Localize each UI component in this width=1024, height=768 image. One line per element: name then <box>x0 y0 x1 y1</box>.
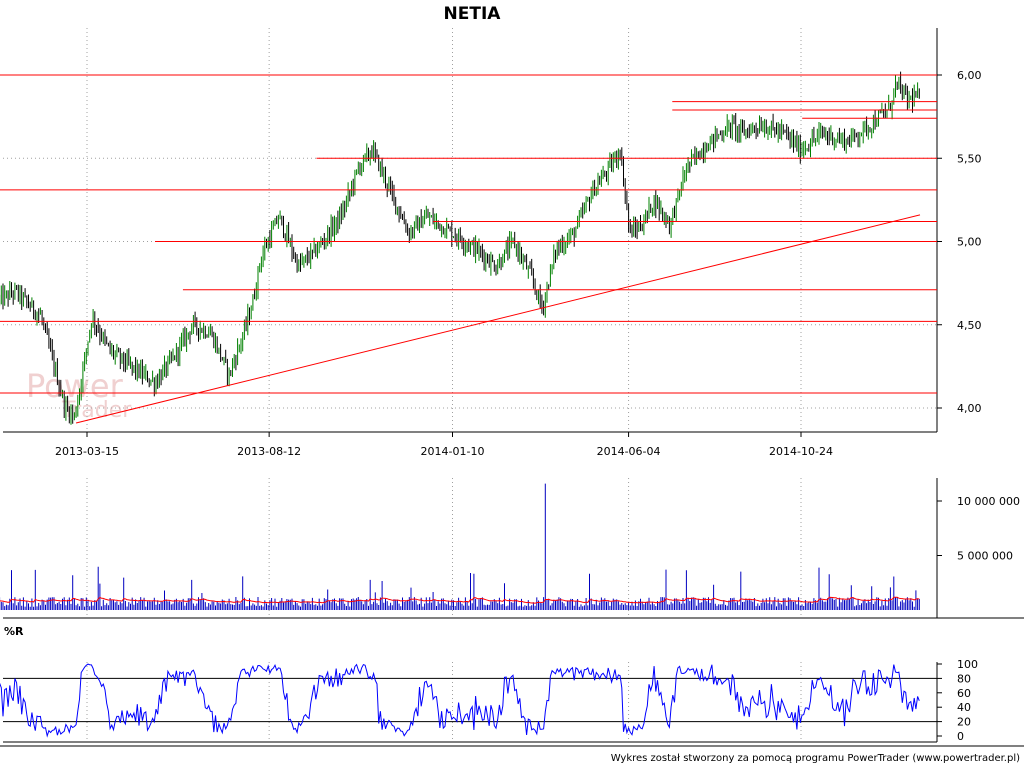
watermark-trader: Trader <box>61 398 132 423</box>
wr-tick-label: 80 <box>957 672 971 685</box>
trend-line <box>75 214 921 424</box>
x-tick-label: 2013-08-12 <box>237 445 301 458</box>
y-tick-label: 5,50 <box>957 152 982 165</box>
x-tick-label: 2014-01-10 <box>421 445 485 458</box>
footer-credit: Wykres został stworzony za pomocą progra… <box>611 753 1020 764</box>
support-resistance-lines <box>0 74 937 424</box>
y-tick-label: 4,50 <box>957 319 982 332</box>
volume-tick-label: 5 000 000 <box>957 550 1013 563</box>
wr-tick-label: 0 <box>957 730 964 743</box>
volume-tick-label: 10 000 000 <box>957 495 1020 508</box>
williams-r-panel <box>0 663 937 738</box>
price-panel <box>0 71 920 425</box>
wr-tick-label: 60 <box>957 687 971 700</box>
panel-frames <box>0 28 1024 747</box>
y-tick-label: 6,00 <box>957 69 982 82</box>
x-tick-label: 2014-06-04 <box>597 445 661 458</box>
volume-panel <box>0 483 920 610</box>
chart-title: NETIA <box>444 4 502 24</box>
axes: 2013-03-15 2013-08-12 2014-01-10 2014-06-04… <box>55 69 1020 743</box>
wr-tick-label: 100 <box>957 658 978 671</box>
price-candles-down <box>2 71 920 424</box>
y-tick-label: 4,00 <box>957 402 982 415</box>
grid <box>3 28 937 742</box>
watermark: Power Trader <box>26 367 132 423</box>
x-tick-label: 2013-03-15 <box>55 445 119 458</box>
volume-average-line <box>0 596 920 604</box>
volume-bars <box>0 483 920 610</box>
x-tick-label: 2014-10-24 <box>769 445 833 458</box>
price-candles-up <box>0 75 919 425</box>
y-tick-label: 5,00 <box>957 236 982 249</box>
wr-panel-title: %R <box>4 625 24 638</box>
wr-tick-label: 40 <box>957 701 971 714</box>
watermark-power: Power <box>26 367 124 405</box>
wr-line <box>0 663 920 738</box>
wr-tick-label: 20 <box>957 716 971 729</box>
